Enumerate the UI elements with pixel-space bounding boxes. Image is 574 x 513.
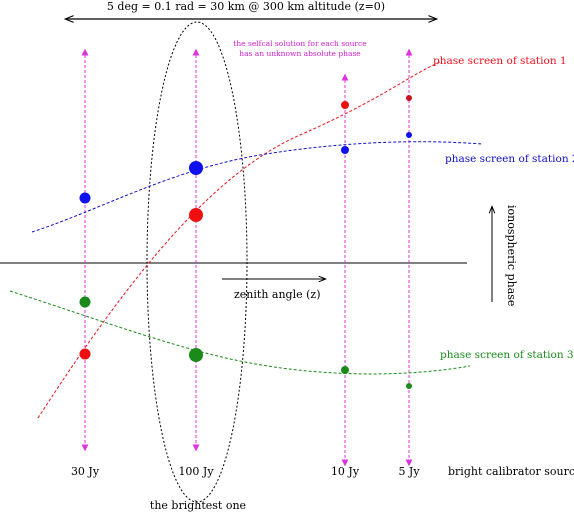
phase-screen-curve-station-3 bbox=[9, 290, 471, 375]
brightest-source-caption: the brightest one bbox=[150, 499, 246, 512]
dot-5jy-station-2 bbox=[406, 132, 412, 138]
dot-10jy-station-1 bbox=[341, 101, 349, 109]
phase-screen-label-station-3: phase screen of station 3 bbox=[440, 349, 574, 361]
scale-text: 5 deg = 0.1 rad = 30 km @ 300 km altitud… bbox=[107, 0, 385, 13]
phase-screen-label-station-2: phase screen of station 2 bbox=[445, 153, 574, 165]
dot-5jy-station-3 bbox=[406, 383, 412, 389]
sources-caption: bright calibrator sources bbox=[448, 465, 574, 478]
source-flux-10jy: 10 Jy bbox=[331, 465, 360, 478]
dot-10jy-station-2 bbox=[341, 146, 349, 154]
note-line-1: the selfcal solution for each source bbox=[233, 39, 367, 48]
ionospheric-phase-label: ionospheric phase bbox=[505, 205, 518, 306]
dot-100jy-station-3 bbox=[189, 348, 203, 362]
dot-5jy-station-1 bbox=[406, 95, 412, 101]
source-flux-30jy: 30 Jy bbox=[71, 465, 100, 478]
phase-screen-curve-station-2 bbox=[31, 141, 483, 233]
dot-30jy-station-2 bbox=[79, 192, 91, 204]
source-flux-100jy: 100 Jy bbox=[178, 465, 214, 478]
zenith-angle-label: zenith angle (z) bbox=[234, 288, 321, 301]
dot-10jy-station-3 bbox=[341, 366, 349, 374]
note-line-2: has an unknown absolute phase bbox=[239, 49, 361, 58]
dot-30jy-station-3 bbox=[79, 296, 91, 308]
dot-30jy-station-1 bbox=[79, 348, 91, 360]
phase-screen-label-station-1: phase screen of station 1 bbox=[433, 55, 567, 67]
phase-screen-curve-station-1 bbox=[37, 61, 441, 419]
source-flux-5jy: 5 Jy bbox=[398, 465, 420, 478]
dot-100jy-station-2 bbox=[189, 161, 203, 175]
brightest-source-ellipse bbox=[146, 21, 248, 503]
dot-100jy-station-1 bbox=[189, 208, 203, 222]
